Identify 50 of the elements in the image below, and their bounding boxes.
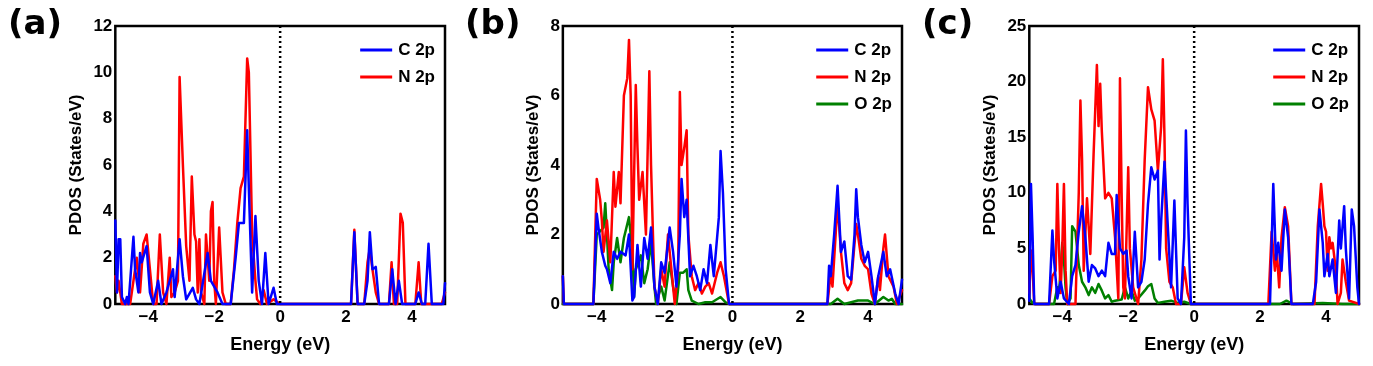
x-tick-label: 0 bbox=[727, 306, 738, 326]
legend-label: N 2p bbox=[398, 66, 435, 86]
chart-title: (b) bbox=[465, 2, 521, 42]
x-axis-title: Energy (eV) bbox=[230, 334, 331, 355]
x-axis-title: Energy (eV) bbox=[682, 334, 783, 355]
y-tick-label: 8 bbox=[550, 15, 560, 35]
x-tick-label: 4 bbox=[1321, 306, 1332, 326]
x-tick-label: 0 bbox=[1189, 306, 1199, 326]
y-tick-label: 8 bbox=[102, 108, 113, 128]
x-tick-label: −4 bbox=[587, 306, 607, 326]
x-tick-label: 2 bbox=[341, 306, 351, 326]
y-tick-label: 0 bbox=[1016, 293, 1027, 313]
y-tick-label: 2 bbox=[550, 224, 560, 244]
legend-label: O 2p bbox=[854, 93, 893, 113]
y-tick-label: 25 bbox=[1007, 15, 1027, 35]
y-axis-title: PDOS (States/eV) bbox=[979, 94, 999, 236]
legend-label: N 2p bbox=[854, 66, 892, 86]
x-tick-label: 2 bbox=[1255, 306, 1265, 326]
y-tick-label: 5 bbox=[1016, 238, 1027, 258]
legend-label: C 2p bbox=[1311, 39, 1349, 59]
y-tick-label: 0 bbox=[550, 293, 560, 313]
x-tick-label: −2 bbox=[1118, 306, 1138, 326]
y-axis-title: PDOS (States/eV) bbox=[65, 94, 85, 236]
x-tick-label: 2 bbox=[795, 306, 805, 326]
x-tick-label: 0 bbox=[275, 306, 285, 326]
y-tick-label: 20 bbox=[1007, 71, 1027, 91]
y-tick-label: 2 bbox=[102, 247, 113, 267]
x-tick-label: −4 bbox=[1052, 306, 1073, 326]
y-tick-label: 10 bbox=[1007, 182, 1027, 202]
legend-label: O 2p bbox=[1311, 93, 1350, 113]
y-tick-label: 15 bbox=[1007, 126, 1027, 146]
legend-label: C 2p bbox=[854, 39, 892, 59]
x-tick-label: −4 bbox=[138, 306, 159, 326]
y-axis-title: PDOS (States/eV) bbox=[522, 94, 542, 236]
legend-label: C 2p bbox=[398, 39, 435, 59]
x-tick-label: 4 bbox=[407, 306, 418, 326]
x-tick-label: −2 bbox=[204, 306, 224, 326]
y-tick-label: 4 bbox=[102, 201, 113, 221]
legend-label: N 2p bbox=[1311, 66, 1349, 86]
y-tick-label: 12 bbox=[93, 15, 113, 35]
x-tick-label: −2 bbox=[654, 306, 675, 326]
y-tick-label: 4 bbox=[550, 154, 561, 174]
chart-title: (a) bbox=[8, 2, 63, 42]
y-tick-label: 6 bbox=[102, 154, 113, 174]
y-tick-label: 10 bbox=[93, 62, 113, 82]
chart-title: (c) bbox=[922, 2, 974, 42]
y-tick-label: 6 bbox=[550, 85, 560, 105]
x-tick-label: 4 bbox=[863, 306, 874, 326]
x-axis-title: Energy (eV) bbox=[1144, 334, 1245, 355]
y-tick-label: 0 bbox=[102, 293, 113, 313]
